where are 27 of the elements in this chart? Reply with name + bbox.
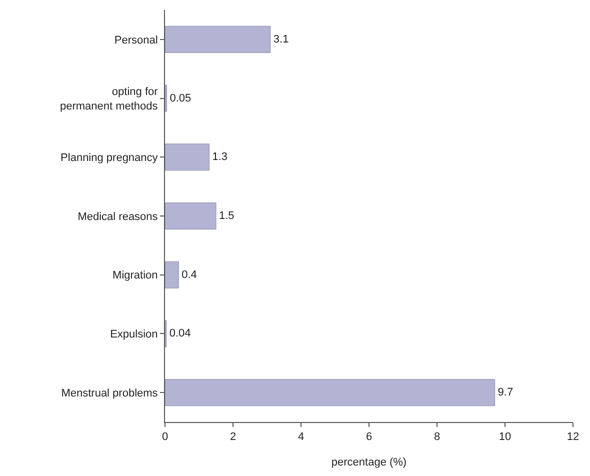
x-tick-label: 8	[434, 431, 440, 444]
bar	[165, 26, 271, 53]
y-tick-label: Planning pregnancy	[60, 152, 158, 164]
data-label: 0.04	[169, 328, 191, 340]
x-tick-label: 2	[230, 431, 236, 444]
y-tick-label: Expulsion	[110, 328, 158, 341]
data-label: 1.3	[212, 151, 228, 164]
x-tick-label: 6	[366, 431, 372, 444]
y-tick-label: Migration	[112, 270, 158, 282]
x-tick-label: 0	[162, 431, 168, 444]
data-label: 0.05	[170, 92, 192, 104]
y-tick-label: opting for permanent methods	[60, 86, 158, 112]
x-axis-title: percentage (%)	[331, 456, 407, 468]
data-label: 3.1	[273, 33, 289, 46]
x-tick-label: 4	[298, 431, 304, 444]
y-tick-label: Menstrual problems	[61, 387, 158, 400]
x-tick-label: 12	[566, 431, 580, 444]
bar	[165, 379, 496, 406]
bar	[165, 202, 216, 230]
y-tick-label: Medical reasons	[78, 210, 158, 223]
data-label: 0.4	[182, 268, 197, 281]
bar	[165, 144, 210, 171]
bar	[165, 261, 179, 288]
data-label: 9.7	[498, 386, 514, 399]
y-tick-label: Personal	[114, 34, 158, 46]
x-tick-label: 10	[498, 431, 512, 444]
data-label: 1.5	[219, 210, 234, 222]
